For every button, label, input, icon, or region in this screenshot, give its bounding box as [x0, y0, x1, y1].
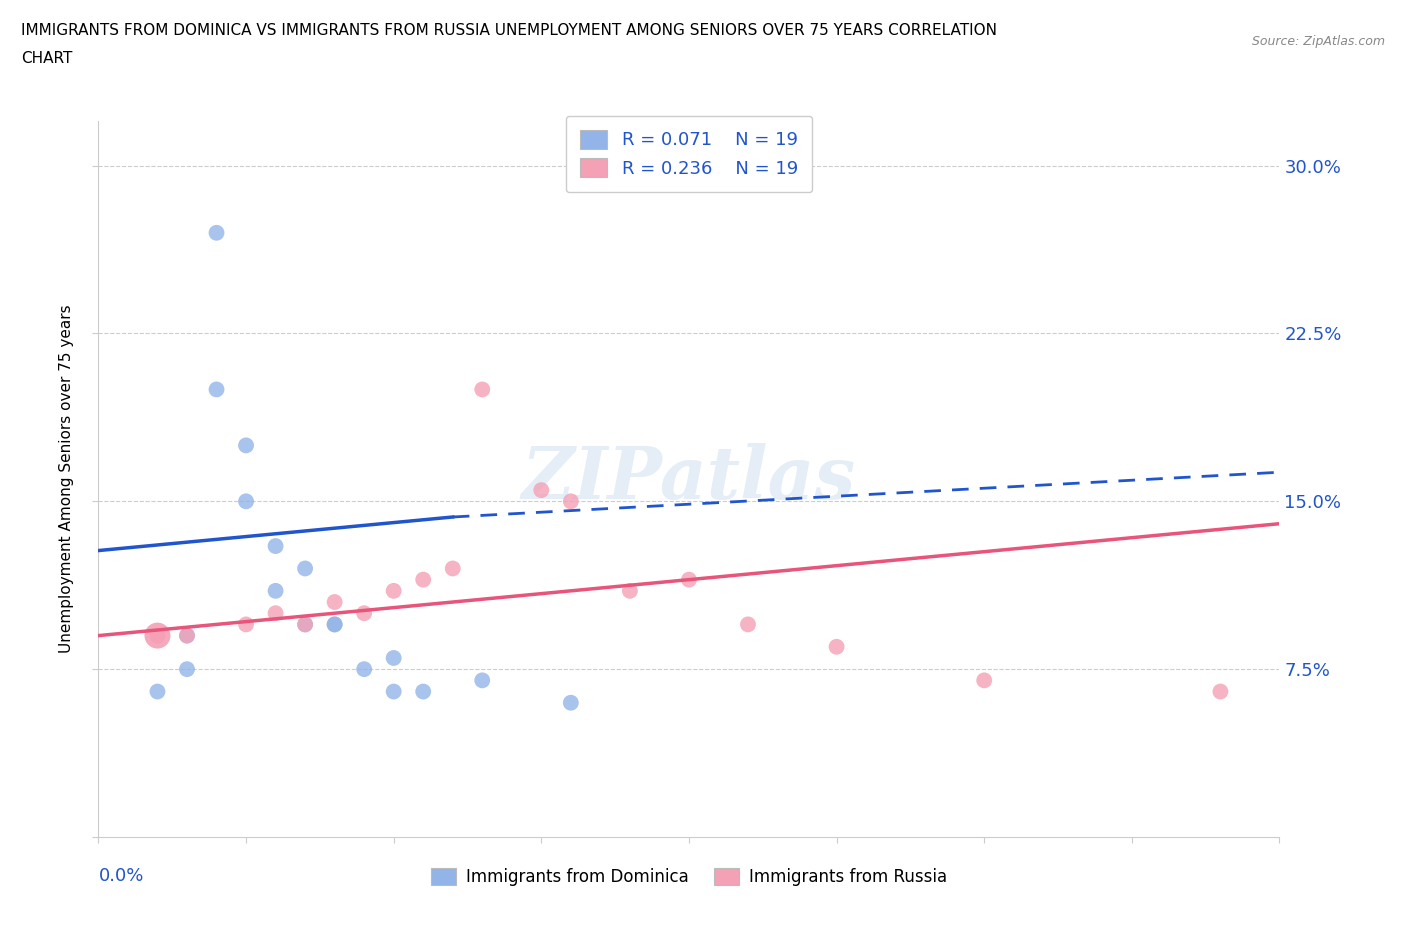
Point — [176, 628, 198, 643]
Point — [737, 617, 759, 631]
Point — [353, 605, 375, 620]
Point — [205, 382, 228, 397]
Point — [560, 696, 582, 711]
Point — [205, 225, 228, 240]
Text: ZIPatlas: ZIPatlas — [522, 444, 856, 514]
Point — [235, 438, 257, 453]
Text: IMMIGRANTS FROM DOMINICA VS IMMIGRANTS FROM RUSSIA UNEMPLOYMENT AMONG SENIORS OV: IMMIGRANTS FROM DOMINICA VS IMMIGRANTS F… — [21, 23, 997, 38]
Point — [353, 662, 375, 677]
Text: 0.0%: 0.0% — [98, 867, 143, 885]
Point — [146, 684, 169, 699]
Point — [1209, 684, 1232, 699]
Point — [294, 617, 316, 631]
Point — [412, 572, 434, 587]
Point — [146, 628, 169, 643]
Point — [294, 617, 316, 631]
Point — [323, 594, 346, 609]
Point — [235, 494, 257, 509]
Point — [294, 561, 316, 576]
Point — [176, 662, 198, 677]
Y-axis label: Unemployment Among Seniors over 75 years: Unemployment Among Seniors over 75 years — [59, 305, 75, 653]
Point — [264, 605, 287, 620]
Point — [825, 639, 848, 654]
Point — [323, 617, 346, 631]
Point — [382, 684, 405, 699]
Point — [412, 684, 434, 699]
Point — [471, 673, 494, 688]
Point — [323, 617, 346, 631]
Point — [678, 572, 700, 587]
Text: Source: ZipAtlas.com: Source: ZipAtlas.com — [1251, 35, 1385, 48]
Point — [382, 651, 405, 666]
Point — [146, 628, 169, 643]
Legend: Immigrants from Dominica, Immigrants from Russia: Immigrants from Dominica, Immigrants fro… — [425, 861, 953, 893]
Point — [176, 628, 198, 643]
Point — [973, 673, 995, 688]
Point — [382, 583, 405, 598]
Point — [264, 583, 287, 598]
Point — [441, 561, 464, 576]
Point — [619, 583, 641, 598]
Point — [560, 494, 582, 509]
Text: CHART: CHART — [21, 51, 73, 66]
Point — [235, 617, 257, 631]
Point — [471, 382, 494, 397]
Point — [530, 483, 553, 498]
Point — [264, 538, 287, 553]
